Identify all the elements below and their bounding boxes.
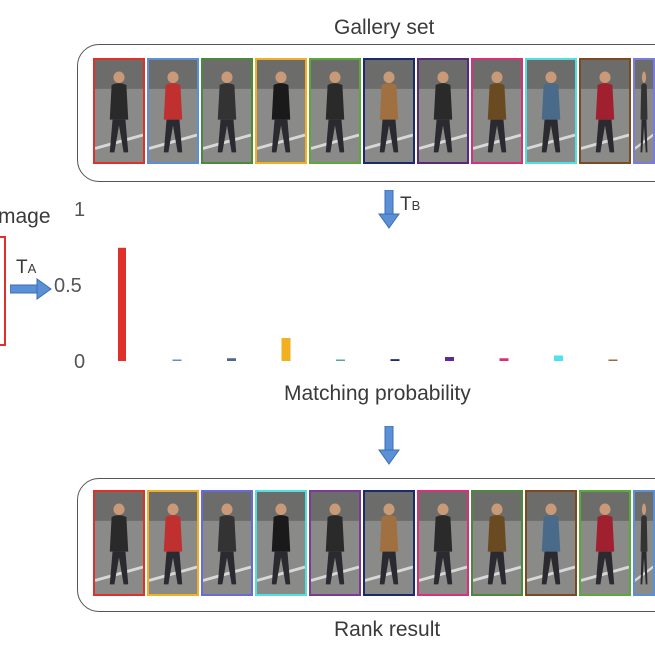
bar-5 [336,359,345,361]
chart-x-label: Matching probability [284,382,471,405]
gallery-image-9 [525,58,577,164]
gallery-image-6 [363,58,415,164]
gallery-image-4 [255,58,307,164]
bar-4 [281,338,291,361]
query-image-label: mage [0,205,51,228]
rank-image-3 [201,490,253,596]
rank-strip [93,490,655,596]
y-tick-0: 0 [74,351,86,373]
rank-image-5 [309,490,361,596]
rank-image-11 [633,490,655,596]
y-tick-1: 1 [74,199,86,221]
rank-image-9 [525,490,577,596]
gallery-image-11 [633,58,655,164]
bar-8 [499,358,509,361]
gallery-image-8 [471,58,523,164]
gallery-strip [93,58,655,164]
transform-a-sub: A [27,261,37,276]
gallery-image-7 [417,58,469,164]
rank-title: Rank result [334,618,441,641]
rank-image-2 [147,490,199,596]
gallery-image-2 [147,58,199,164]
gallery-transform-label: TB [400,194,420,216]
down-arrow-icon [378,426,400,465]
transform-a-main: T [16,257,28,278]
rank-image-1 [93,490,145,596]
rank-image-7 [417,490,469,596]
bar-3 [227,358,236,361]
right-arrow-icon [10,278,52,300]
bar-6 [390,359,400,361]
rank-image-8 [471,490,523,596]
gallery-image-10 [579,58,631,164]
transform-b-main: T [400,194,412,215]
query-transform-label: TA [16,257,36,279]
y-tick-0-5: 0.5 [54,275,82,297]
transform-b-sub: B [411,198,421,213]
gallery-image-5 [309,58,361,164]
rank-image-4 [255,490,307,596]
gallery-image-3 [201,58,253,164]
matching-probability-chart [118,247,618,361]
bar-2 [172,359,182,361]
gallery-title: Gallery set [334,16,435,39]
gallery-image-1 [93,58,145,164]
bar-1 [118,247,126,361]
bar-7 [445,357,454,361]
bar-9 [554,355,563,361]
bar-10 [608,359,618,361]
rank-image-10 [579,490,631,596]
rank-image-6 [363,490,415,596]
down-arrow-icon [378,190,400,229]
query-image-thumb [0,236,6,346]
